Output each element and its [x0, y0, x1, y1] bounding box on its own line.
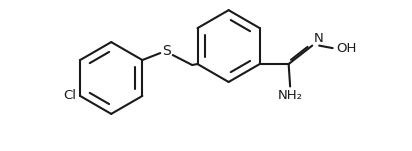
Text: Cl: Cl: [63, 89, 76, 102]
Text: NH₂: NH₂: [278, 89, 303, 102]
Text: S: S: [162, 44, 171, 58]
Text: OH: OH: [336, 42, 356, 55]
Text: N: N: [314, 32, 324, 45]
